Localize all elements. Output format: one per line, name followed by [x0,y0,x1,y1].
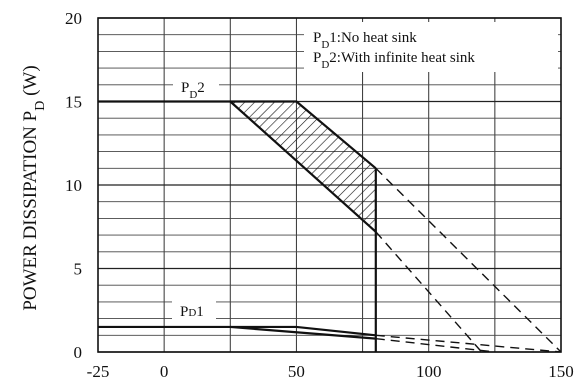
series-pd2_upper [98,100,377,170]
legend-box [304,22,558,72]
x-tick-label: 50 [288,362,305,381]
y-tick-label: 0 [74,343,83,362]
y-tick-label: 10 [65,176,82,195]
y-axis-ticks: 0 5 10 15 20 [65,9,82,362]
y-axis-label-unit: (W) [20,65,41,100]
series-pd2_upper_ext [375,167,561,352]
y-tick-label: 20 [65,9,82,28]
y-tick-label: 5 [74,260,83,279]
legend-entry-2-text: 2:With infinite heat sink [329,50,475,66]
series-pd2_lower [229,100,377,233]
plot-frame [97,17,562,353]
curve-label-pd2-prefix: P [181,80,189,96]
curve-label-pd2: PD2 [181,80,205,101]
legend: PD1:No heat sink PD2:With infinite heat … [304,22,558,72]
y-axis-label-main: POWER DISSIPATION P [20,111,41,311]
curve-labels: PD2 PD1 [172,75,219,320]
legend-entry-1-text: 1:No heat sink [329,30,417,46]
legend-entry-2-prefix: P [313,50,321,66]
legend-entry-2-sub: D [321,59,329,71]
y-tick-label: 15 [65,93,82,112]
curve-label-pd2-bg [173,75,219,97]
curve-label-pd1: PD1 [180,304,204,320]
curve-label-pd2-text: 2 [197,80,205,96]
curve-label-pd2-sub: D [189,89,197,101]
series-pd1_lower [230,325,376,340]
y-axis-label: POWER DISSIPATION PD (W) [20,65,48,310]
x-tick-label: 150 [548,362,574,381]
series-pd1_upper [98,325,376,337]
x-tick-label: -25 [87,362,110,381]
legend-entry-1: PD1:No heat sink [313,30,417,51]
curve-label-pd1-prefix: P [180,304,188,320]
curve-label-pd1-sub: D [188,307,196,319]
legend-entry-2: PD2:With infinite heat sink [313,50,475,71]
series-pd1_upper_ext [375,334,561,352]
x-axis-ticks: -25 0 50 100 150 [87,362,574,381]
legend-entry-1-prefix: P [313,30,321,46]
legend-entry-1-sub: D [321,39,329,51]
y-axis-label-sub: D [33,101,48,111]
series-pd2_lower_ext [375,231,483,352]
x-tick-label: 0 [160,362,169,381]
series-pd1_lower_ext [375,337,495,352]
x-tick-label: 100 [416,362,442,381]
series-group [98,100,561,352]
curve-label-pd1-text: 1 [196,304,204,320]
curve-label-pd1-bg [172,300,216,320]
